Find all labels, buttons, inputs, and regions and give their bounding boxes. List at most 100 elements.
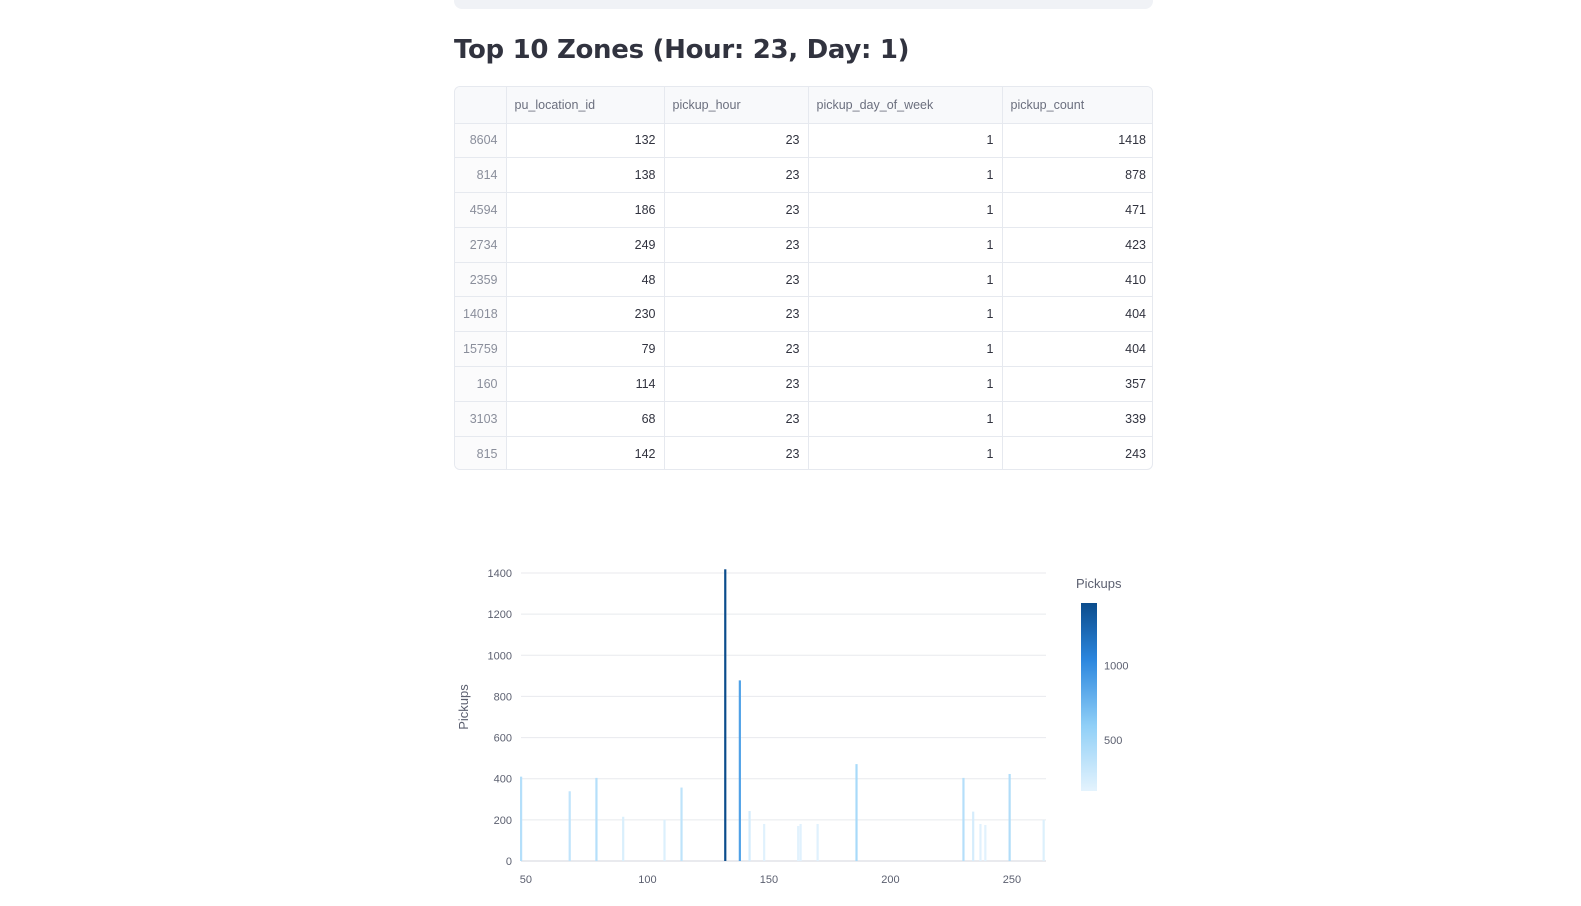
table-cell[interactable]: 142 bbox=[506, 436, 665, 469]
row-index-cell[interactable]: 2734 bbox=[455, 227, 507, 263]
y-tick-label: 1200 bbox=[488, 609, 512, 621]
y-tick-label: 400 bbox=[494, 774, 512, 786]
table-cell[interactable]: 1 bbox=[808, 331, 1003, 368]
table-cell[interactable]: 68 bbox=[506, 401, 665, 437]
row-index-cell[interactable]: 160 bbox=[455, 366, 507, 402]
table-cell[interactable]: 1418 bbox=[1002, 123, 1152, 159]
table-cell[interactable]: 1 bbox=[808, 366, 1003, 402]
table-cell[interactable]: 1 bbox=[808, 192, 1003, 228]
y-tick-label: 600 bbox=[494, 733, 512, 745]
bar[interactable] bbox=[724, 569, 727, 861]
bar[interactable] bbox=[972, 811, 975, 861]
x-axis-ticks: 50 100 150 200 250 bbox=[520, 874, 1021, 886]
column-header-pickup-day-of-week[interactable]: pickup_day_of_week bbox=[808, 87, 1003, 124]
row-index-cell[interactable]: 8604 bbox=[455, 123, 507, 159]
table-row[interactable]: 15759 79 23 1 404 bbox=[455, 331, 1152, 368]
bar[interactable] bbox=[568, 791, 571, 861]
table-cell[interactable]: 249 bbox=[506, 227, 665, 263]
table-cell[interactable]: 410 bbox=[1002, 262, 1152, 298]
table-cell[interactable]: 23 bbox=[664, 366, 809, 402]
table-cell[interactable]: 79 bbox=[506, 331, 665, 368]
pickups-bar-chart[interactable]: 0 200 400 600 800 1000 1200 1400 50 100 150 200 250… bbox=[450, 555, 1170, 906]
column-header-pickup-hour[interactable]: pickup_hour bbox=[664, 87, 809, 124]
table-row[interactable]: 14018 230 23 1 404 bbox=[455, 296, 1152, 333]
table-cell[interactable]: 23 bbox=[664, 296, 809, 333]
table-cell[interactable]: 423 bbox=[1002, 227, 1152, 263]
table-cell[interactable]: 1 bbox=[808, 296, 1003, 333]
bar[interactable] bbox=[763, 823, 766, 861]
table-cell[interactable]: 23 bbox=[664, 157, 809, 194]
table-cell[interactable]: 114 bbox=[506, 366, 665, 402]
x-tick-label: 100 bbox=[638, 874, 656, 886]
y-tick-label: 1000 bbox=[488, 650, 512, 662]
table-cell[interactable]: 230 bbox=[506, 296, 665, 333]
table-row[interactable]: 4594 186 23 1 471 bbox=[455, 192, 1152, 228]
bar[interactable] bbox=[622, 816, 625, 861]
table-row[interactable]: 3103 68 23 1 339 bbox=[455, 401, 1152, 437]
colorbar bbox=[1081, 603, 1097, 791]
bar[interactable] bbox=[1008, 773, 1011, 861]
row-index-cell[interactable]: 4594 bbox=[455, 192, 507, 228]
table-cell[interactable]: 23 bbox=[664, 123, 809, 159]
bar[interactable] bbox=[855, 764, 858, 861]
row-index-cell[interactable]: 814 bbox=[455, 157, 507, 194]
table-cell[interactable]: 357 bbox=[1002, 366, 1152, 402]
bar[interactable] bbox=[738, 680, 741, 861]
bar[interactable] bbox=[748, 811, 751, 861]
table-cell[interactable]: 404 bbox=[1002, 331, 1152, 368]
x-tick-label: 150 bbox=[760, 874, 778, 886]
x-tick-label: 200 bbox=[881, 874, 899, 886]
row-index-cell[interactable]: 3103 bbox=[455, 401, 507, 437]
table-cell[interactable]: 23 bbox=[664, 192, 809, 228]
bar[interactable] bbox=[984, 825, 987, 861]
y-tick-label: 800 bbox=[494, 691, 512, 703]
table-cell[interactable]: 23 bbox=[664, 227, 809, 263]
bar[interactable] bbox=[663, 819, 666, 861]
table-cell[interactable]: 1 bbox=[808, 157, 1003, 194]
table-row[interactable]: 814 138 23 1 878 bbox=[455, 157, 1152, 194]
table-cell[interactable]: 243 bbox=[1125, 446, 1146, 461]
table-cell[interactable]: 1 bbox=[808, 436, 1003, 469]
table-cell[interactable]: 186 bbox=[506, 192, 665, 228]
table-cell[interactable]: 23 bbox=[664, 331, 809, 368]
table-row[interactable]: 2359 48 23 1 410 bbox=[455, 262, 1152, 298]
bar[interactable] bbox=[595, 777, 598, 861]
bar[interactable] bbox=[962, 777, 965, 861]
bar[interactable] bbox=[816, 823, 819, 861]
table-cell[interactable]: 339 bbox=[1002, 401, 1152, 437]
table-row[interactable]: 160 114 23 1 357 bbox=[455, 366, 1152, 402]
index-header bbox=[455, 87, 507, 124]
table-row[interactable]: 8604 132 23 1 1418 bbox=[455, 123, 1152, 159]
table-cell[interactable]: 1 bbox=[808, 123, 1003, 159]
table-cell[interactable]: 23 bbox=[664, 401, 809, 437]
dataframe-table[interactable]: pu_location_id pickup_hour pickup_day_of… bbox=[454, 86, 1153, 470]
row-index-cell[interactable]: 2359 bbox=[455, 262, 507, 298]
table-cell[interactable]: 132 bbox=[506, 123, 665, 159]
column-header-pu-location-id[interactable]: pu_location_id bbox=[506, 87, 665, 124]
y-tick-label: 200 bbox=[494, 815, 512, 827]
table-cell[interactable]: 471 bbox=[1002, 192, 1152, 228]
bar[interactable] bbox=[1042, 819, 1045, 861]
table-cell[interactable]: 1 bbox=[808, 262, 1003, 298]
table-cell[interactable]: 23 bbox=[664, 436, 809, 469]
bar[interactable] bbox=[799, 823, 802, 861]
row-index-cell[interactable]: 15759 bbox=[455, 331, 507, 368]
table-cell[interactable]: 404 bbox=[1002, 296, 1152, 333]
row-index-cell[interactable]: 815 bbox=[455, 436, 507, 469]
bar[interactable] bbox=[979, 823, 982, 861]
colorbar-title: Pickups bbox=[1076, 576, 1122, 591]
table-cell[interactable]: 23 bbox=[664, 262, 809, 298]
row-index-cell[interactable]: 14018 bbox=[455, 296, 507, 333]
table-cell[interactable]: 48 bbox=[506, 262, 665, 298]
bar[interactable] bbox=[520, 776, 523, 861]
table-cell[interactable]: 878 bbox=[1002, 157, 1152, 194]
table-cell[interactable]: 1 bbox=[808, 401, 1003, 437]
table-cell[interactable]: 1 bbox=[808, 227, 1003, 263]
table-row[interactable]: 2734 249 23 1 423 bbox=[455, 227, 1152, 263]
table-row[interactable]: 815 142 23 1 243 bbox=[455, 436, 1152, 469]
column-header-pickup-count[interactable]: pickup_count bbox=[1002, 87, 1152, 124]
table-cell[interactable]: 138 bbox=[506, 157, 665, 194]
colorbar-ticks: 500 1000 bbox=[1104, 660, 1128, 747]
bar[interactable] bbox=[797, 826, 800, 861]
bar[interactable] bbox=[680, 787, 683, 861]
